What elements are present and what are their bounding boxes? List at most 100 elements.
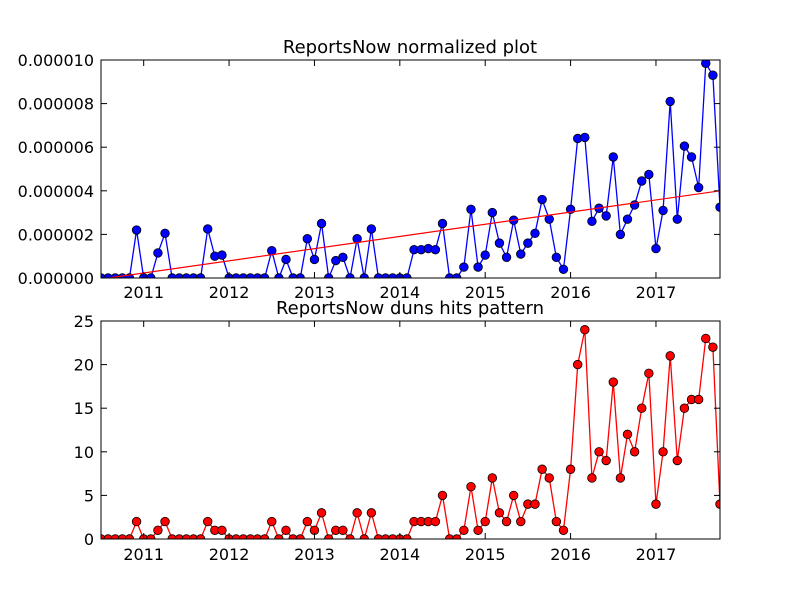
- bottom-data-point: [117, 534, 128, 539]
- bottom-data-point: [388, 534, 398, 539]
- bottom-data-point: [708, 342, 718, 352]
- top-data-point: [167, 273, 177, 278]
- bottom-data-point: [715, 499, 720, 509]
- bottom-data-point: [373, 534, 384, 539]
- bottom-data-point: [131, 516, 142, 527]
- bottom-data-point: [658, 447, 668, 457]
- bottom-y-tick-label: 10: [74, 443, 94, 462]
- top-data-point: [174, 273, 184, 278]
- bottom-data-point: [316, 508, 327, 518]
- bottom-chart-panel: ReportsNow duns hits pattern 0 5 10 15 20 25 2…: [74, 298, 721, 564]
- top-data-point: [580, 132, 590, 143]
- top-data-point: [701, 60, 711, 68]
- bottom-data-point: [430, 516, 441, 527]
- bottom-data-point: [188, 534, 199, 539]
- bottom-data-point: [615, 473, 626, 483]
- top-data-point: [651, 243, 661, 254]
- bottom-data-point: [274, 534, 284, 539]
- top-data-point: [359, 273, 369, 278]
- bottom-data-point: [437, 490, 448, 501]
- top-data-point: [323, 273, 334, 278]
- bottom-data-point: [252, 534, 263, 539]
- bottom-data-point: [480, 516, 490, 527]
- bottom-data-point: [679, 403, 690, 413]
- top-data-point: [146, 273, 156, 278]
- bottom-data-point: [452, 534, 462, 539]
- top-x-tick-label: 2015: [465, 283, 506, 302]
- bottom-x-tick-label: 2015: [465, 545, 506, 564]
- top-data-point: [693, 182, 704, 193]
- top-data-point: [203, 224, 213, 234]
- top-data-point: [679, 141, 690, 151]
- top-data-point: [295, 273, 305, 278]
- top-data-point: [615, 229, 626, 240]
- top-data-point: [686, 152, 697, 162]
- top-data-point: [131, 225, 142, 235]
- top-data-point: [452, 273, 462, 278]
- top-data-point: [487, 207, 498, 218]
- top-data-point: [516, 249, 526, 259]
- top-data-point: [437, 218, 448, 229]
- top-data-point: [523, 238, 533, 248]
- top-data-point: [380, 273, 391, 278]
- bottom-y-tick-label: 0: [84, 530, 94, 549]
- bottom-data-point: [459, 525, 469, 535]
- bottom-data-point: [338, 525, 348, 535]
- top-x-tick-label: 2011: [123, 283, 164, 302]
- bottom-data-point: [103, 534, 113, 539]
- bottom-x-tick-label: 2013: [294, 545, 335, 564]
- top-trend-line: [104, 190, 720, 278]
- top-data-point: [402, 273, 412, 278]
- bottom-data-point: [637, 403, 647, 413]
- bottom-data-point: [146, 534, 156, 539]
- bottom-data-point: [288, 534, 298, 539]
- top-data-point: [430, 244, 441, 255]
- top-data-point: [480, 250, 490, 260]
- bottom-x-tick-label: 2017: [636, 545, 677, 564]
- bottom-x-tick-label: 2016: [550, 545, 591, 564]
- top-y-tick-label: 0.000004: [18, 182, 94, 201]
- bottom-data-point: [323, 534, 334, 539]
- bottom-data-point: [167, 534, 177, 539]
- top-data-point: [345, 273, 355, 278]
- bottom-data-point: [644, 368, 654, 379]
- top-data-point: [238, 273, 248, 278]
- bottom-data-point: [281, 525, 291, 535]
- bottom-data-point: [608, 377, 618, 387]
- bottom-data-point: [672, 455, 683, 466]
- top-data-point: [245, 273, 256, 278]
- top-data-point: [252, 273, 263, 278]
- bottom-data-point: [110, 534, 120, 539]
- top-data-point: [665, 96, 675, 107]
- top-data-point: [658, 205, 668, 216]
- bottom-data-point: [267, 516, 277, 527]
- bottom-data-point: [601, 455, 611, 466]
- top-data-point: [708, 70, 718, 80]
- bottom-data-point: [551, 516, 562, 527]
- bottom-data-point: [565, 464, 576, 474]
- top-data-point: [530, 228, 540, 239]
- bottom-data-point: [359, 534, 369, 539]
- top-x-tick-label: 2012: [209, 283, 250, 302]
- bottom-data-point: [124, 534, 135, 539]
- top-data-point: [551, 252, 562, 262]
- bottom-data-point: [153, 525, 163, 535]
- bottom-axes-frame: [100, 320, 721, 540]
- top-y-tick-label: 0.000000: [18, 269, 94, 288]
- top-data-point: [195, 273, 206, 278]
- bottom-data-point: [537, 464, 547, 474]
- bottom-data-point: [701, 333, 711, 344]
- top-data-point: [373, 273, 384, 278]
- top-x-tick-label: 2014: [379, 283, 420, 302]
- bottom-data-point: [494, 508, 505, 518]
- top-y-tick-label: 0.000006: [18, 138, 94, 157]
- top-data-point: [601, 211, 611, 221]
- bottom-data-point: [587, 473, 597, 483]
- bottom-data-point: [487, 473, 498, 483]
- bottom-data-point: [530, 499, 540, 509]
- top-data-point: [672, 214, 683, 224]
- top-data-point: [558, 264, 569, 274]
- bottom-data-point: [245, 534, 256, 539]
- bottom-data-point: [665, 351, 675, 361]
